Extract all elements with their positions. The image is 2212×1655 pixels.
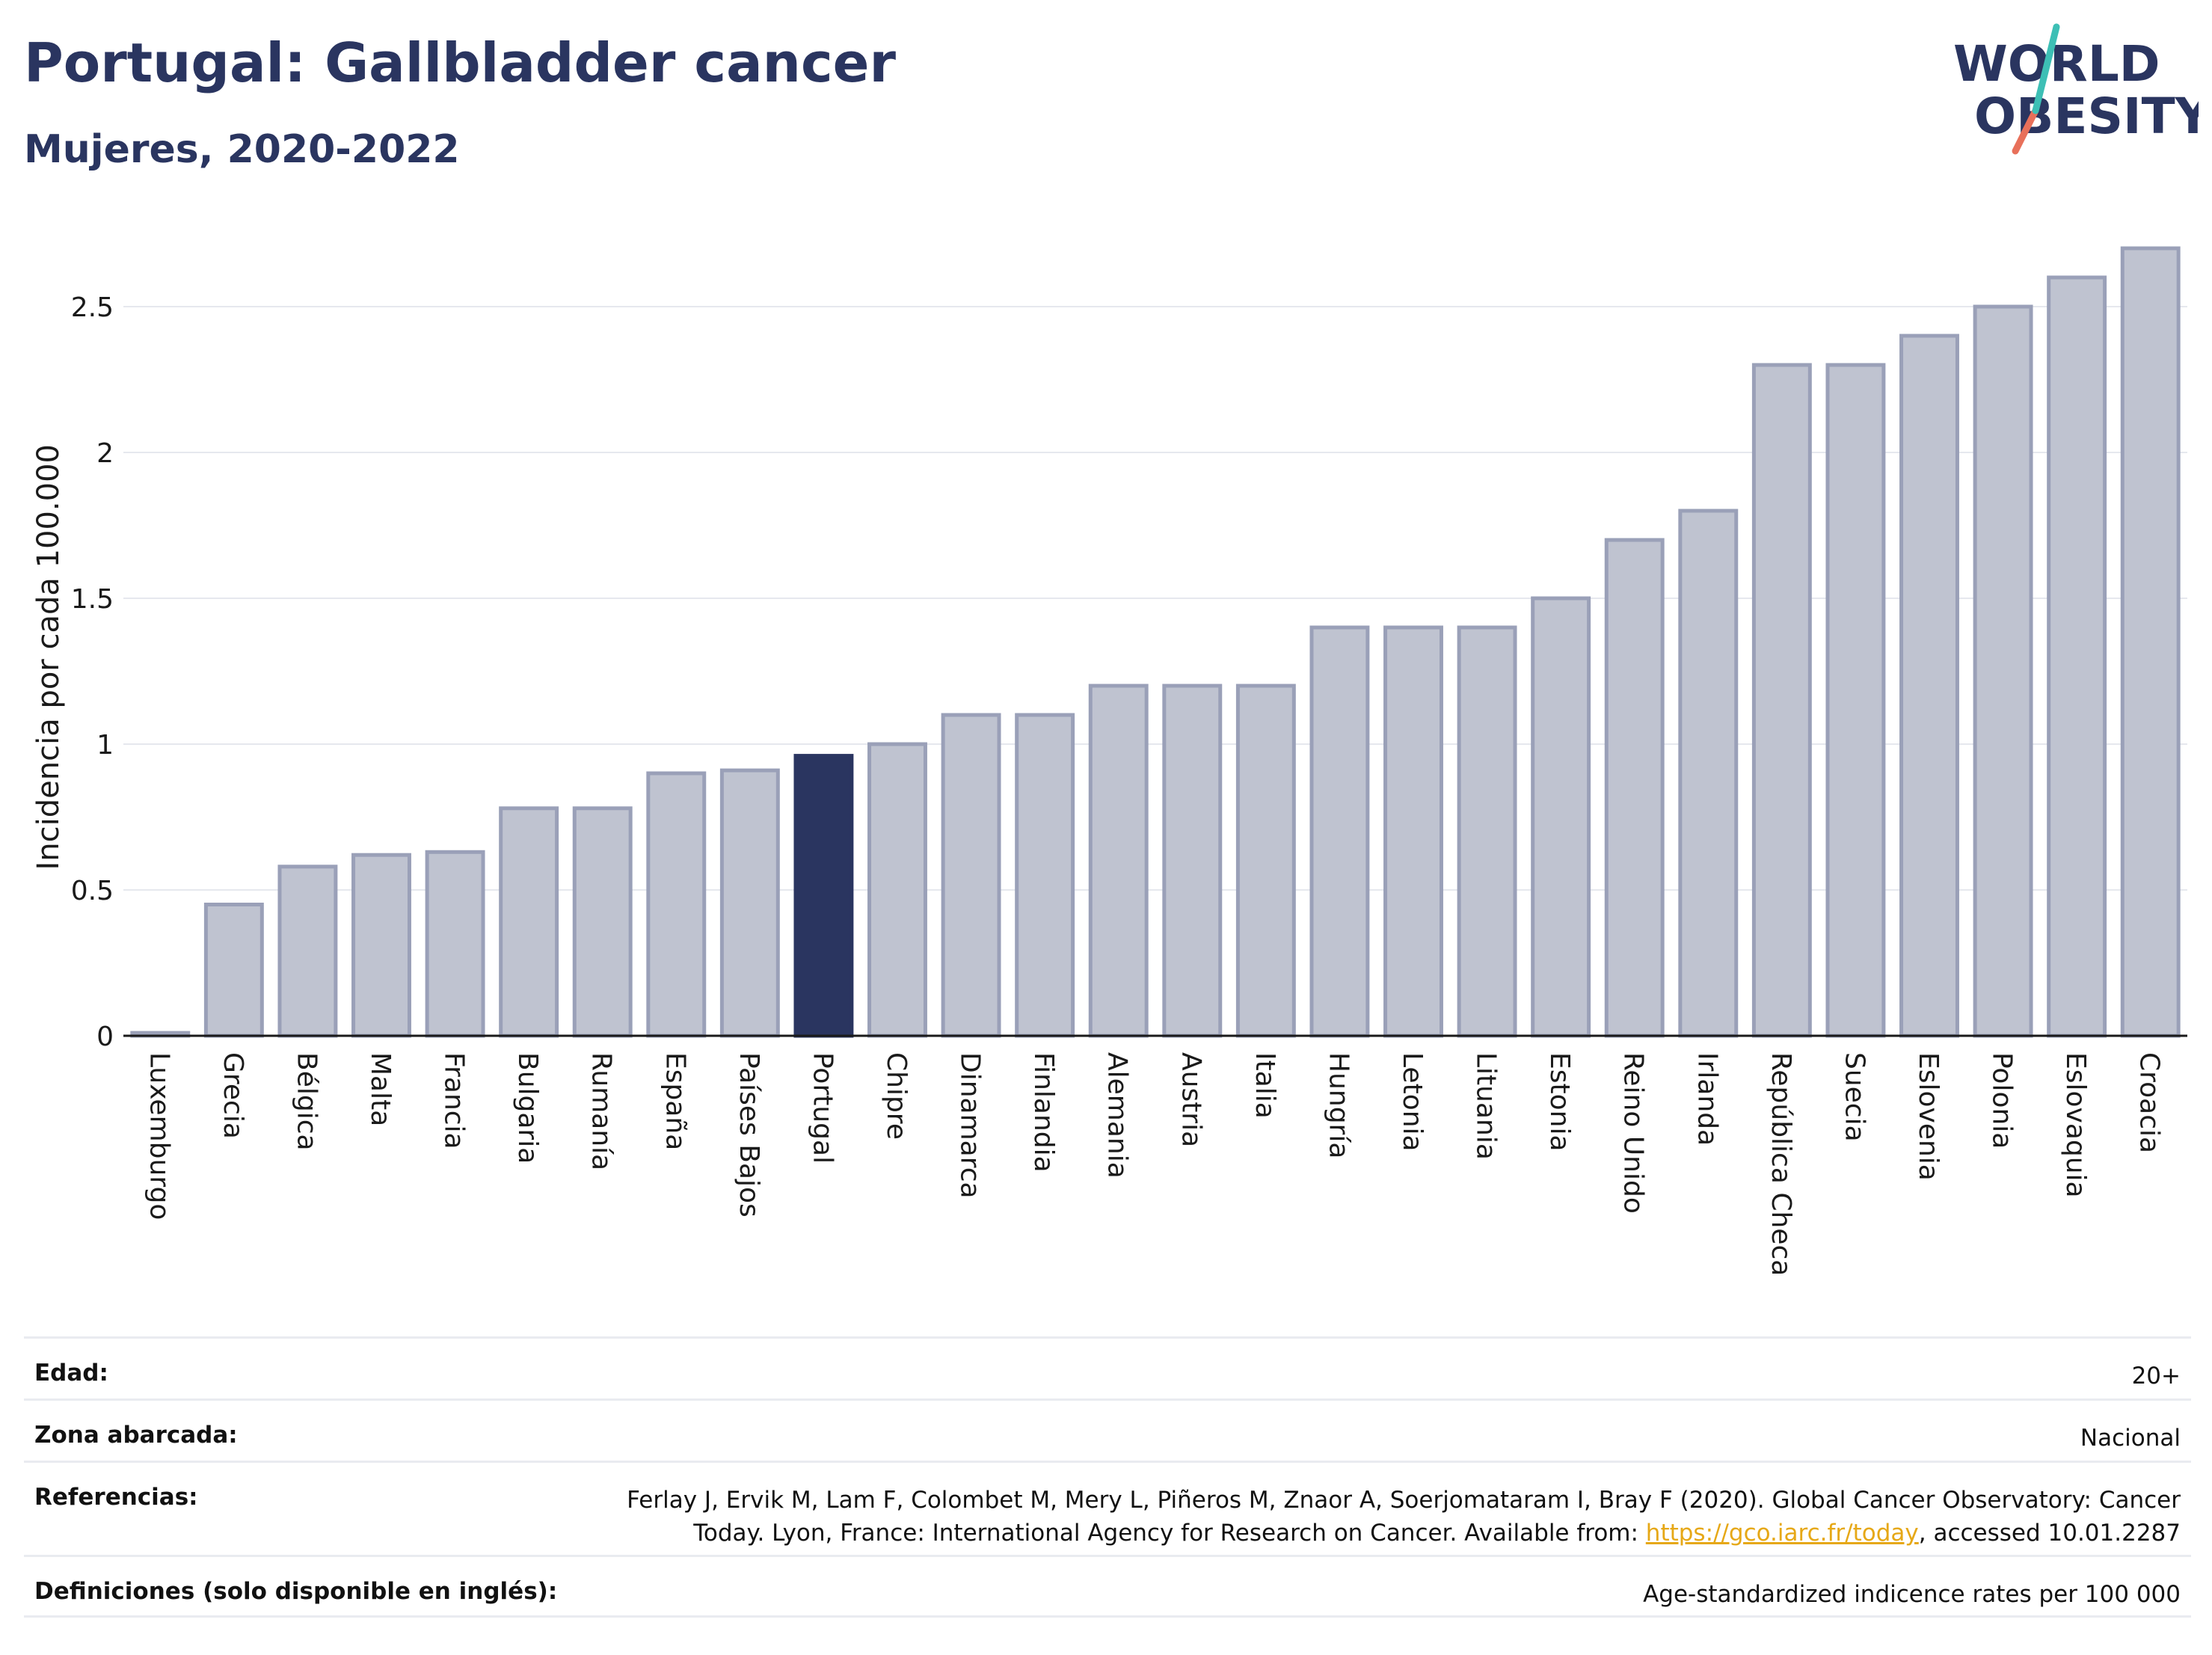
bar-eslovenia: [1899, 334, 1959, 1038]
x-tick-label: Bulgaria: [512, 1052, 543, 1164]
y-tick-label: 2.5: [71, 292, 114, 323]
bar-bulgaria: [499, 806, 559, 1038]
x-tick-label: Suecia: [1839, 1052, 1870, 1142]
bar-lituania: [1457, 625, 1517, 1038]
bar-estonia: [1531, 596, 1591, 1038]
y-axis-ticks: 0 0.5 1 1.5 2 2.5: [71, 292, 114, 1052]
reference-line2-post: , accessed 10.01.2287: [1918, 1520, 2181, 1547]
meta-key: Edad:: [34, 1360, 108, 1387]
reference-line2-pre: Today. Lyon, France: International Agenc…: [693, 1520, 1646, 1547]
bar-suecia: [1825, 363, 1886, 1038]
y-tick-label: 0.5: [71, 876, 114, 906]
bar-hungría: [1309, 625, 1370, 1038]
x-tick-label: Italia: [1250, 1052, 1280, 1119]
meta-value: Ferlay J, Ervik M, Lam F, Colombet M, Me…: [627, 1484, 2181, 1550]
x-tick-label: Portugal: [807, 1052, 838, 1164]
x-tick-label: Polonia: [1987, 1052, 2018, 1149]
bar-italia: [1235, 684, 1296, 1038]
meta-key: Referencias:: [34, 1484, 198, 1511]
x-tick-label: Luxemburgo: [144, 1052, 174, 1220]
page-title: Portugal: Gallbladder cancer: [24, 31, 896, 94]
meta-row-references: Referencias: Ferlay J, Ervik M, Lam F, C…: [24, 1461, 2191, 1555]
bar-eslovaquia: [2047, 275, 2107, 1038]
y-axis-label: Incidencia por cada 100.000: [31, 444, 66, 871]
x-tick-label: Lituania: [1471, 1052, 1502, 1160]
x-tick-label: Hungría: [1323, 1052, 1354, 1158]
logo-line2: OBESITY: [1974, 87, 2199, 145]
y-tick-label: 1: [96, 730, 114, 761]
x-tick-label: España: [660, 1052, 690, 1150]
x-tick-label: Estonia: [1544, 1052, 1575, 1152]
logo-line1: WORLD: [1953, 35, 2160, 93]
bar-países-bajos: [719, 768, 780, 1038]
x-tick-label: República Checa: [1766, 1052, 1796, 1276]
x-tick-label: Chipre: [881, 1052, 912, 1140]
meta-value: Age-standardized indicence rates per 100…: [1643, 1581, 2181, 1608]
x-tick-label: Letonia: [1397, 1052, 1428, 1152]
x-tick-label: Croacia: [2134, 1052, 2165, 1153]
bar-letonia: [1383, 625, 1443, 1038]
bar-grecia: [203, 903, 264, 1038]
meta-value: Nacional: [2080, 1425, 2181, 1452]
reference-link[interactable]: https://gco.iarc.fr/today: [1645, 1520, 1919, 1547]
bar-chart: 0 0.5 1 1.5 2 2.5 Luxemburgo Grecia Bélgica Malt…: [31, 246, 2187, 1276]
bar-finlandia: [1015, 713, 1075, 1038]
x-tick-label: Malta: [365, 1052, 396, 1126]
meta-row-age: Edad: 20+: [24, 1336, 2191, 1398]
bar-bélgica: [277, 865, 338, 1038]
meta-key: Zona abarcada:: [34, 1422, 238, 1449]
bar-polonia: [1973, 304, 2033, 1038]
x-tick-label: Eslovaquia: [2060, 1052, 2091, 1198]
bar-república-checa: [1751, 363, 1812, 1038]
bar-austria: [1162, 684, 1223, 1038]
metadata-table: Edad: 20+ Zona abarcada: Nacional Refere…: [24, 1336, 2191, 1618]
bar-malta: [351, 853, 411, 1038]
meta-row-definitions: Definiciones (solo disponible en inglés)…: [24, 1555, 2191, 1618]
x-tick-label: Austria: [1176, 1052, 1206, 1147]
x-tick-label: Alemania: [1102, 1052, 1133, 1179]
meta-value: 20+: [2131, 1363, 2181, 1390]
bar-irlanda: [1678, 509, 1739, 1038]
bar-portugal: [793, 754, 854, 1038]
x-axis-labels: Luxemburgo Grecia Bélgica Malta Francia Bulga…: [144, 1052, 2164, 1276]
x-tick-label: Eslovenia: [1913, 1052, 1944, 1181]
x-tick-label: Rumanía: [586, 1052, 617, 1170]
x-tick-label: Dinamarca: [955, 1052, 986, 1199]
bar-francia: [425, 850, 485, 1038]
y-tick-label: 0: [96, 1022, 114, 1052]
x-tick-label: Finlandia: [1028, 1052, 1059, 1173]
reference-line1: Ferlay J, Ervik M, Lam F, Colombet M, Me…: [627, 1487, 2181, 1514]
bar-chipre: [867, 742, 927, 1038]
x-tick-label: Reino Unido: [1618, 1052, 1649, 1214]
meta-row-area: Zona abarcada: Nacional: [24, 1398, 2191, 1461]
bar-reino-unido: [1604, 538, 1665, 1038]
bar-rumanía: [572, 806, 633, 1038]
y-tick-label: 1.5: [71, 584, 114, 615]
x-tick-label: Francia: [439, 1052, 470, 1149]
x-tick-label: Irlanda: [1692, 1052, 1722, 1146]
x-tick-label: Países Bajos: [734, 1052, 764, 1218]
bar-dinamarca: [941, 713, 1001, 1038]
bar-españa: [646, 771, 707, 1038]
x-tick-label: Bélgica: [291, 1052, 322, 1151]
x-tick-label: Grecia: [218, 1052, 248, 1139]
meta-key: Definiciones (solo disponible en inglés)…: [34, 1578, 558, 1605]
y-tick-label: 2: [96, 438, 114, 469]
bar-alemania: [1088, 684, 1149, 1038]
bar-croacia: [2120, 246, 2181, 1038]
bars: [130, 246, 2181, 1038]
page-subtitle: Mujeres, 2020-2022: [24, 127, 460, 172]
world-obesity-logo: WORLD OBESITY: [1953, 23, 2199, 155]
